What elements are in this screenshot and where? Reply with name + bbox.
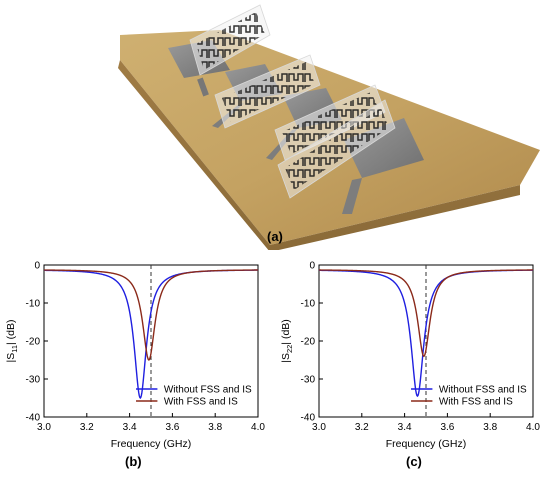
- x-axis-label: Frequency (GHz): [111, 438, 192, 450]
- y-axis-label: |S11| (dB): [5, 319, 19, 362]
- x-tick-label: 3.0: [312, 422, 326, 433]
- antenna-prototype-photo: [118, 4, 540, 250]
- x-tick-label: 3.6: [165, 422, 179, 433]
- panel-c-label: (c): [406, 454, 422, 469]
- x-tick-label: 3.4: [123, 422, 137, 433]
- legend-label-2: With FSS and IS: [164, 397, 238, 408]
- fss-sheet-1: [189, 4, 271, 76]
- y-tick-label: -20: [26, 337, 41, 348]
- panel-a-label: (a): [267, 229, 283, 244]
- y-tick-label: 0: [309, 261, 315, 272]
- y-tick-label: -40: [301, 413, 316, 424]
- series-line-2: [44, 269, 259, 361]
- y-tick-label: -30: [301, 375, 316, 386]
- legend-label-2: With FSS and IS: [439, 397, 513, 408]
- panel-b-label: (b): [125, 454, 142, 469]
- legend-label-1: Without FSS and IS: [164, 385, 252, 396]
- fss-sheet-2: [214, 54, 321, 129]
- x-tick-label: 3.8: [483, 422, 497, 433]
- y-tick-label: -40: [26, 413, 41, 424]
- y-tick-label: -10: [301, 299, 316, 310]
- y-tick-label: -20: [301, 337, 316, 348]
- s22-chart: 3.0 3.2 3.4 3.6 3.8 4.0 0 -10 -20 -30 -40 Frequency…: [280, 261, 540, 451]
- x-tick-label: 3.0: [37, 422, 51, 433]
- x-tick-label: 3.6: [440, 422, 454, 433]
- x-tick-label: 4.0: [526, 422, 540, 433]
- y-tick-label: -10: [26, 299, 41, 310]
- y-tick-label: -30: [26, 375, 41, 386]
- x-tick-label: 4.0: [251, 422, 265, 433]
- series-line-2: [319, 269, 533, 358]
- x-tick-label: 3.4: [398, 422, 412, 433]
- x-axis-label: Frequency (GHz): [386, 438, 467, 450]
- y-axis-label: |S22| (dB): [280, 319, 294, 363]
- y-tick-label: 0: [34, 261, 40, 272]
- x-tick-label: 3.2: [80, 422, 94, 433]
- fss-sheet-4: [277, 99, 396, 199]
- x-tick-label: 3.2: [355, 422, 369, 433]
- legend-label-1: Without FSS and IS: [439, 385, 527, 396]
- x-tick-label: 3.8: [208, 422, 222, 433]
- s11-chart: 3.0 3.2 3.4 3.6 3.8 4.0 0 -10 -20 -30 -40 Frequency…: [5, 261, 265, 451]
